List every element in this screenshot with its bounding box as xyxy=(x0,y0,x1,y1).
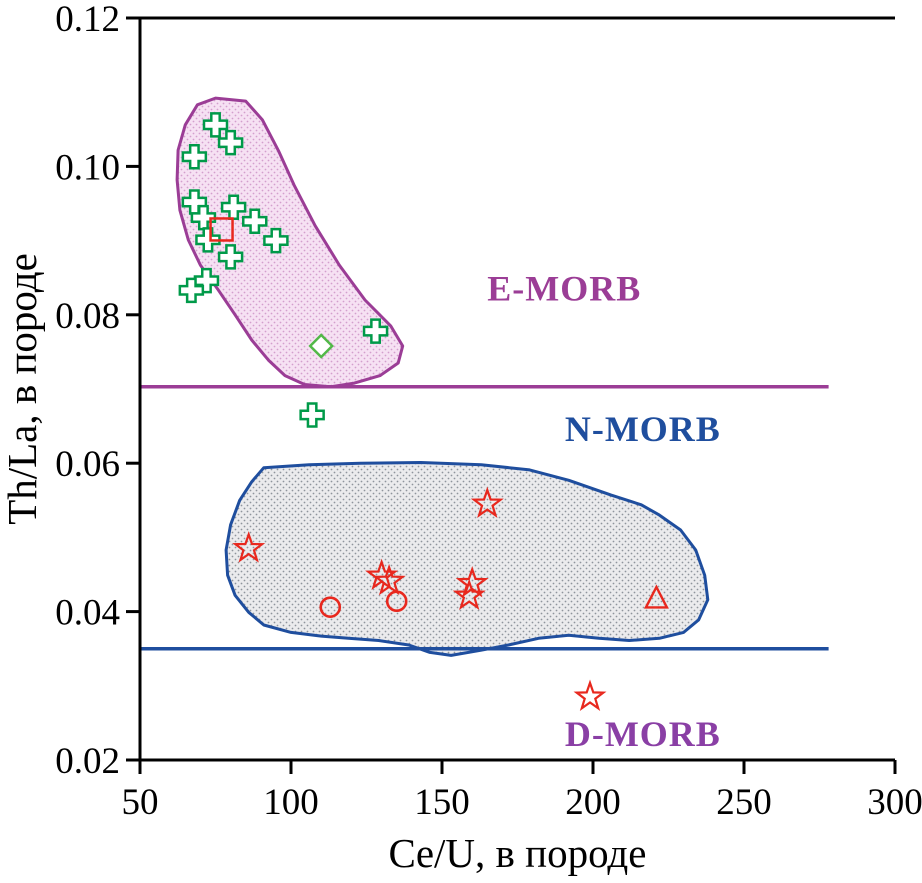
y-tick-label: 0.08 xyxy=(55,296,120,337)
circle-marker xyxy=(385,590,408,613)
cross-marker xyxy=(263,227,289,254)
x-tick-label: 300 xyxy=(867,782,922,823)
y-tick-label: 0.10 xyxy=(55,147,120,188)
y-tick-label: 0.04 xyxy=(55,593,120,634)
x-tick-label: 150 xyxy=(414,782,470,823)
cross-marker xyxy=(362,318,389,344)
star-marker xyxy=(232,531,266,563)
y-tick-label: 0.12 xyxy=(55,0,120,40)
cross-marker xyxy=(202,112,229,138)
triangle-marker xyxy=(643,584,669,609)
annotation-e-morb: E-MORB xyxy=(487,269,641,309)
y-tick-label: 0.06 xyxy=(55,444,120,485)
y-axis-label: Th/La, в породе xyxy=(0,253,45,525)
y-tick-label: 0.02 xyxy=(55,741,120,782)
annotation-n-morb: N-MORB xyxy=(565,409,721,449)
cross-marker xyxy=(195,227,221,253)
cross-marker xyxy=(220,194,247,220)
square-marker xyxy=(209,217,234,242)
star-marker xyxy=(452,578,486,611)
x-tick-label: 100 xyxy=(263,782,319,823)
cross-marker xyxy=(299,402,325,428)
star-marker xyxy=(372,563,406,596)
diamond-marker xyxy=(308,333,334,359)
axes-frame xyxy=(138,16,895,762)
cross-marker xyxy=(217,244,244,270)
cross-marker xyxy=(181,144,208,170)
circle-marker xyxy=(319,596,342,618)
x-tick-label: 50 xyxy=(122,782,159,823)
x-tick-label: 200 xyxy=(565,782,621,823)
x-tick-label: 250 xyxy=(716,782,772,823)
cross-marker xyxy=(193,267,220,294)
cross-marker xyxy=(242,208,268,235)
cross-marker xyxy=(217,129,244,156)
star-marker xyxy=(573,679,607,712)
field-n-morb xyxy=(224,461,710,657)
star-marker xyxy=(470,486,504,519)
cross-marker xyxy=(178,277,205,304)
annotation-d-morb: D-MORB xyxy=(565,714,721,754)
x-axis-label: Ce/U, в породе xyxy=(389,830,647,876)
